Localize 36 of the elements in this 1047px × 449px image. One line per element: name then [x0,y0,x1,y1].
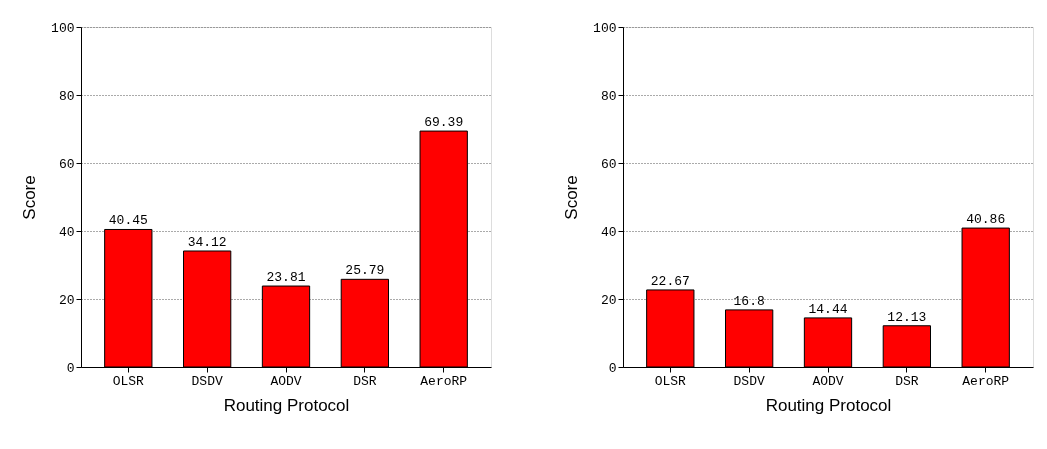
x-tick-label: DSR [353,373,377,389]
x-tick-label: DSR [895,373,919,389]
y-tick-label: 60 [600,156,617,172]
data-label: 14.44 [808,301,848,317]
x-axis-title: Routing Protocol [765,395,892,415]
x-tick-label: DSDV [733,373,765,389]
y-tick-label: 20 [58,292,75,308]
data-label: 69.39 [424,115,464,131]
data-label: 23.81 [266,270,306,286]
data-label: 22.67 [650,273,690,289]
y-tick-label: 40 [58,224,75,240]
x-tick-label: OLSR [112,373,145,389]
y-tick-label: 40 [600,224,617,240]
y-tick-label: 100 [593,20,617,36]
y-axis-title: Score [20,175,40,220]
data-label: 40.86 [966,212,1006,228]
x-tick-label: AODV [270,373,302,389]
data-label: 40.45 [108,213,148,229]
x-tick-label: DSDV [191,373,223,389]
x-tick-label: OLSR [654,373,687,389]
data-label: 12.13 [887,309,927,325]
y-tick-label: 80 [58,88,75,104]
x-tick-label: AeroRP [962,373,1010,389]
data-label: 34.12 [187,234,227,250]
x-tick-label: AODV [812,373,844,389]
x-tick-label: AeroRP [420,373,468,389]
y-tick-label: 80 [600,88,617,104]
x-axis-title: Routing Protocol [223,395,350,415]
data-label: 16.8 [733,293,765,309]
y-tick-label: 20 [600,292,617,308]
y-tick-label: 100 [51,20,75,36]
y-tick-label: 0 [608,360,617,376]
y-tick-label: 0 [66,360,75,376]
y-tick-label: 60 [58,156,75,172]
y-axis-title: Score [562,175,582,220]
data-label: 25.79 [345,263,385,279]
